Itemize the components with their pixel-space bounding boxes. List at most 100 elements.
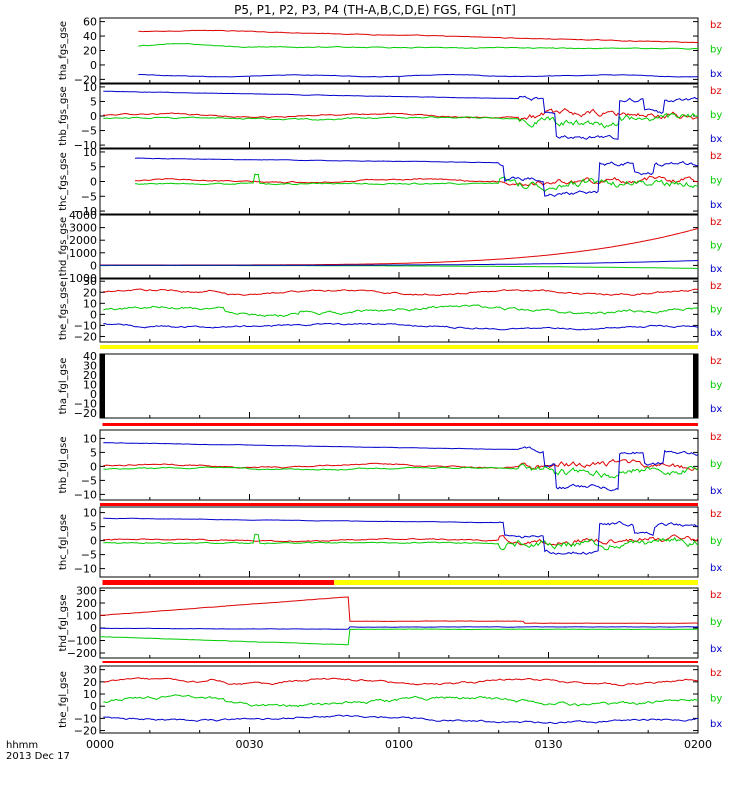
legend-bz: bz (710, 151, 722, 162)
panel-frame (99, 17, 699, 84)
y-tick-label: 4000 (69, 209, 97, 222)
y-tick-label: −5 (81, 474, 97, 487)
y-tick-label: 10 (83, 688, 97, 701)
series-line-bx (103, 322, 699, 331)
time-label: hhmm (6, 740, 38, 751)
panel-frame (99, 83, 699, 149)
y-tick-label: 0 (90, 388, 97, 401)
legend-bx: bx (710, 328, 722, 339)
legend-bx: bx (710, 264, 722, 275)
status-bar (102, 580, 335, 585)
series-line-by (134, 173, 699, 193)
x-tick-label: 0200 (684, 738, 712, 751)
y-tick-label: −5 (81, 125, 97, 138)
legend-by: by (710, 110, 722, 121)
y-axis-label: tha_fgs_gse (58, 21, 69, 80)
y-tick-label: −10 (74, 712, 97, 725)
y-tick-label: −10 (74, 563, 97, 576)
series-line-by (100, 265, 699, 269)
y-tick-label: 0 (90, 308, 97, 321)
y-axis-label: thc_fgl_gse (58, 514, 69, 570)
legend-bx: bx (710, 404, 722, 415)
panel-edge-fill (693, 354, 698, 418)
series-line-bx (138, 73, 698, 78)
legend-bx: bx (710, 563, 722, 574)
y-tick-label: 0 (90, 460, 97, 473)
series-line-bz (138, 29, 699, 43)
legend-bz: bz (710, 281, 722, 292)
legend-bz: bz (710, 590, 722, 601)
y-tick-label: 10 (83, 379, 97, 392)
series-line-bx (103, 714, 699, 724)
y-tick-label: 300 (76, 585, 97, 598)
legend-bx: bx (710, 200, 722, 211)
y-tick-label: −20 (74, 330, 97, 343)
y-tick-label: 5 (90, 521, 97, 534)
series-line-by (103, 694, 699, 708)
y-tick-label: −20 (74, 407, 97, 420)
legend-by: by (710, 617, 722, 628)
legend-bz: bz (710, 86, 722, 97)
series-line-by (103, 463, 699, 479)
y-tick-label: 0 (90, 110, 97, 123)
legend-by: by (710, 459, 722, 470)
legend-bz: bz (710, 356, 722, 367)
legend-bz: bz (710, 668, 722, 679)
status-bar (102, 423, 698, 426)
y-tick-label: 10 (83, 432, 97, 445)
status-bar (100, 345, 698, 349)
x-tick-label: 0000 (86, 738, 114, 751)
legend-bz: bz (710, 432, 722, 443)
date-label: 2013 Dec 17 (6, 751, 70, 762)
series-line-bz (103, 677, 699, 687)
chart-title: P5, P1, P2, P3, P4 (TH-A,B,C,D,E) FGS, F… (234, 3, 516, 17)
series-line-bx (100, 626, 699, 630)
legend-by: by (710, 45, 722, 56)
legend-bz: bz (710, 217, 722, 228)
legend-bx: bx (710, 719, 722, 730)
series-line-bx (100, 260, 699, 266)
y-tick-label: 2000 (69, 234, 97, 247)
y-tick-label: 20 (83, 676, 97, 689)
y-tick-label: −10 (74, 139, 97, 152)
y-tick-label: −20 (74, 73, 97, 86)
series-line-bz (103, 534, 699, 547)
y-tick-label: −1000 (60, 272, 97, 285)
y-axis-label: the_fgs_gse (58, 281, 69, 340)
y-tick-label: −10 (74, 488, 97, 501)
series-line-by (138, 43, 699, 50)
panel-frame (99, 665, 699, 734)
panel-edge-fill (100, 354, 105, 418)
series-line-bx (103, 442, 699, 492)
legend-by: by (710, 241, 722, 252)
y-tick-label: 10 (83, 507, 97, 520)
legend-bz: bz (710, 509, 722, 520)
legend-bx: bx (710, 644, 722, 655)
x-tick-label: 0100 (385, 738, 413, 751)
y-tick-label: 60 (83, 16, 97, 29)
series-line-bz (103, 458, 699, 471)
y-axis-label: thb_fgs_gse (58, 86, 69, 145)
status-bar (334, 580, 698, 585)
y-tick-label: 10 (83, 146, 97, 159)
series-line-by (103, 112, 699, 129)
series-line-bz (99, 596, 698, 624)
series-line-bz (103, 108, 699, 122)
y-axis-label: the_fgl_gse (58, 671, 69, 728)
y-tick-label: −10 (74, 319, 97, 332)
y-tick-label: −5 (81, 190, 97, 203)
legend-by: by (710, 176, 722, 187)
series-line-by (103, 533, 699, 551)
y-tick-label: 30 (83, 664, 97, 677)
series-line-bz (103, 288, 699, 297)
y-tick-label: 20 (83, 286, 97, 299)
y-tick-label: 40 (83, 350, 97, 363)
y-tick-label: 20 (83, 369, 97, 382)
y-tick-label: −20 (74, 725, 97, 738)
legend-bx: bx (710, 486, 722, 497)
y-tick-label: 5 (90, 446, 97, 459)
y-tick-label: 5 (90, 161, 97, 174)
legend-bx: bx (710, 134, 722, 145)
